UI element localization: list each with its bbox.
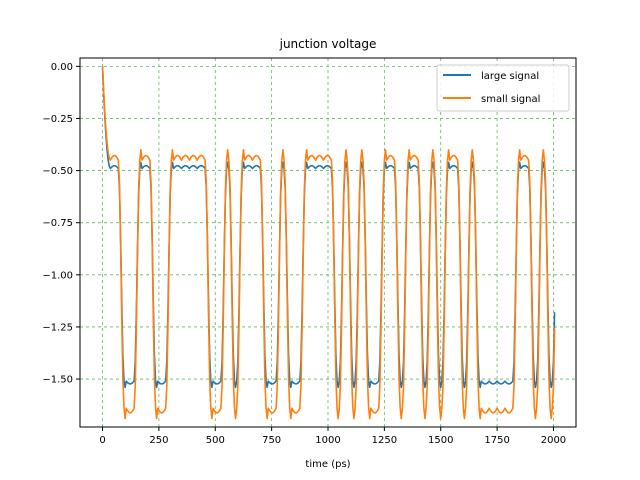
y-tick-label: −0.75	[42, 218, 73, 229]
legend-label-small-signal: small signal	[481, 94, 540, 105]
legend-label-large-signal: large signal	[481, 71, 539, 82]
chart-title: junction voltage	[279, 37, 377, 51]
x-axis-label: time (ps)	[305, 459, 350, 470]
x-tick-label: 1500	[428, 435, 453, 446]
series-line-large-signal	[101, 66, 556, 389]
y-tick-label: −0.25	[42, 114, 73, 125]
x-tick-label: 500	[206, 435, 225, 446]
x-tick-label: 750	[262, 435, 281, 446]
series-group	[101, 66, 556, 420]
y-tick-label: −1.25	[42, 322, 73, 333]
x-tick-label: 1750	[484, 435, 509, 446]
legend-box	[436, 64, 570, 112]
x-tick-label: 1250	[372, 435, 397, 446]
x-tick-label: 2000	[541, 435, 566, 446]
y-tick-label: 0.00	[51, 62, 73, 73]
legend: large signal small signal	[436, 64, 570, 112]
y-axis-ticks: 0.00 −0.25 −0.50 −0.75 −1.00 −1.25 −1.50	[42, 62, 80, 386]
x-axis-ticks: 0 250 500 750 1000 1250 1500 1750 2000	[99, 427, 566, 446]
grid	[80, 58, 576, 427]
series-line-small-signal	[101, 66, 556, 420]
y-tick-label: −0.50	[42, 166, 73, 177]
y-tick-label: −1.00	[42, 270, 73, 281]
y-tick-label: −1.50	[42, 375, 73, 386]
x-tick-label: 1000	[315, 435, 340, 446]
x-tick-label: 250	[149, 435, 168, 446]
x-tick-label: 0	[99, 435, 105, 446]
